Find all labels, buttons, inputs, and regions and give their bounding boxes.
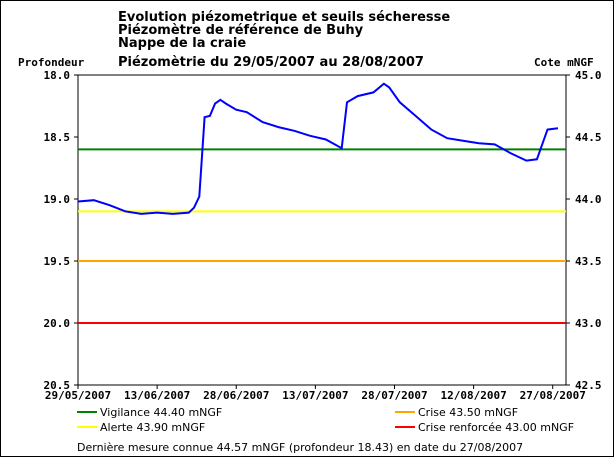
y2-tick-label: 43.5	[575, 255, 602, 268]
y-tick-label: 20.0	[44, 317, 71, 330]
x-tick-label: 28/07/2007	[361, 389, 427, 402]
y-tick-label: 20.5	[44, 379, 71, 392]
y2-tick-label: 42.5	[575, 379, 602, 392]
y-tick-label: 19.5	[44, 255, 71, 268]
y2-tick-label: 45.0	[575, 69, 602, 82]
legend-label: Alerte 43.90 mNGF	[100, 421, 205, 434]
y-tick-label: 18.5	[44, 131, 71, 144]
x-tick-label: 27/08/2007	[520, 389, 586, 402]
x-tick-label: 29/05/2007	[45, 389, 111, 402]
legend-label: Crise 43.50 mNGF	[418, 406, 518, 419]
y2-tick-label: 43.0	[575, 317, 602, 330]
legend-label: Vigilance 44.40 mNGF	[100, 406, 222, 419]
chart-title: Piézomètre de référence de Buhy	[118, 23, 364, 38]
y-axis-label: Profondeur	[18, 56, 85, 69]
x-tick-label: 28/06/2007	[203, 389, 269, 402]
plot-area	[77, 74, 567, 386]
y2-axis-label: Cote mNGF	[534, 56, 594, 69]
x-tick-label: 13/06/2007	[124, 389, 190, 402]
chart-title: Nappe de la craie	[118, 36, 246, 51]
x-tick-label: 12/08/2007	[440, 389, 506, 402]
y-tick-label: 19.0	[44, 193, 71, 206]
y-tick-label: 18.0	[44, 69, 71, 82]
chart-title: Evolution piézometrique et seuils sécher…	[118, 10, 450, 25]
data-line	[77, 82, 559, 215]
chart-title: Piézomètrie du 29/05/2007 au 28/08/2007	[118, 55, 424, 70]
footnote: Dernière mesure connue 44.57 mNGF (profo…	[77, 441, 523, 454]
legend-label: Crise renforcée 43.00 mNGF	[418, 421, 574, 434]
y2-tick-label: 44.0	[575, 193, 602, 206]
x-tick-label: 13/07/2007	[282, 389, 348, 402]
y2-tick-label: 44.5	[575, 131, 602, 144]
